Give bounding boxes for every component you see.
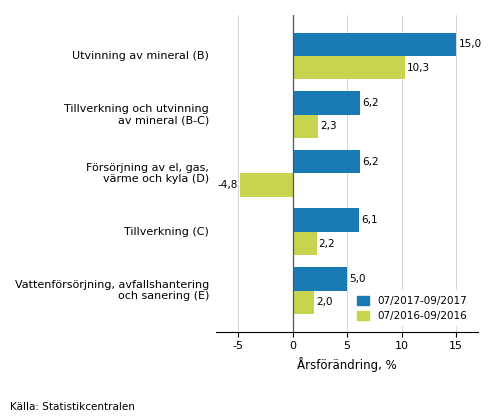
Text: -4,8: -4,8: [217, 180, 238, 190]
Bar: [292, 232, 317, 255]
Text: 2,0: 2,0: [317, 297, 333, 307]
Bar: [292, 291, 315, 314]
Text: Källa: Statistikcentralen: Källa: Statistikcentralen: [10, 402, 135, 412]
Bar: [292, 32, 456, 56]
Text: 5,0: 5,0: [349, 274, 366, 284]
Bar: [292, 115, 317, 138]
Legend: 07/2017-09/2017, 07/2016-09/2016: 07/2017-09/2017, 07/2016-09/2016: [352, 290, 473, 327]
Text: 10,3: 10,3: [407, 63, 430, 73]
Bar: [292, 267, 347, 291]
Text: 2,3: 2,3: [320, 121, 336, 131]
Text: 2,2: 2,2: [319, 239, 335, 249]
Bar: [292, 150, 360, 173]
X-axis label: Årsförändring, %: Årsförändring, %: [297, 357, 397, 372]
Text: 6,2: 6,2: [362, 98, 379, 108]
Text: 6,2: 6,2: [362, 156, 379, 166]
Bar: [240, 173, 292, 197]
Bar: [292, 91, 360, 115]
Text: 15,0: 15,0: [458, 40, 482, 50]
Text: 6,1: 6,1: [361, 215, 378, 225]
Bar: [292, 208, 359, 232]
Bar: [292, 56, 405, 79]
